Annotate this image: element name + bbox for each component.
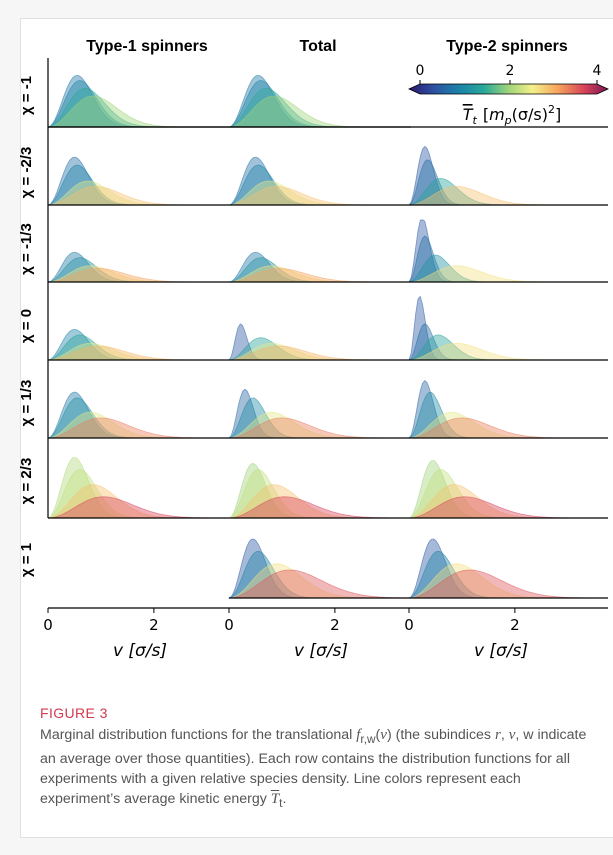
panel: [47, 74, 228, 128]
panel: [47, 156, 228, 206]
x-tick-label: 2: [510, 616, 520, 634]
x-axis-title: v [σ/s]: [113, 641, 167, 661]
row-labels-layer: χ = -1 χ = -2/3 χ = -1/3 χ = 0 χ = 1/3 χ = 2/…: [18, 76, 35, 577]
x-tick-label: 2: [330, 616, 340, 634]
x-tick-label: 0: [224, 616, 234, 634]
panel: [228, 74, 409, 128]
panel: [407, 380, 589, 439]
row-label: χ = 1: [18, 543, 35, 577]
panel: [407, 295, 589, 361]
row-label: χ = 1/3: [18, 380, 35, 427]
colorbar-tick-label: 2: [506, 63, 515, 79]
column-title-type1: Type-1 spinners: [86, 38, 208, 55]
panel: [407, 145, 589, 206]
panel: [407, 460, 589, 519]
x-axis-title: v [σ/s]: [474, 641, 528, 661]
figure-label: FIGURE 3: [40, 705, 108, 721]
colorbar-bar: [408, 83, 609, 95]
panel: [47, 328, 228, 361]
axes-layer: [47, 58, 608, 599]
panel: [228, 388, 409, 439]
colorbar-tick-label: 0: [416, 63, 425, 79]
distribution-chart: Type-1 spinners Total Type-2 spinners 0 …: [18, 38, 609, 661]
figure-caption: Marginal distribution functions for the …: [40, 727, 587, 810]
distribution-curve: [228, 569, 410, 599]
distribution-curve: [408, 569, 590, 599]
x-tick-label: 2: [149, 616, 159, 634]
row-label: χ = -1: [18, 76, 35, 115]
x-axis-title: v [σ/s]: [294, 641, 348, 661]
x-tick-label: 0: [43, 616, 53, 634]
x-tick-label: 0: [404, 616, 414, 634]
panel: [47, 391, 228, 439]
row-label: χ = -2/3: [18, 147, 35, 199]
panel: [47, 251, 228, 283]
panel: [228, 251, 409, 283]
panel: [227, 538, 410, 599]
panel: [227, 463, 409, 519]
panel: [228, 156, 409, 206]
row-label: χ = 0: [18, 309, 35, 343]
colorbar-label: Tt [mp(σ/s)2]: [463, 103, 562, 127]
row-label: χ = 2/3: [18, 458, 35, 505]
panel: [228, 323, 409, 361]
panel: [407, 538, 590, 599]
panel: [47, 456, 228, 519]
panel: [408, 219, 589, 283]
colorbar: 0 2 4 Tt [mp(σ/s)2]: [408, 63, 609, 127]
colorbar-tick-label: 4: [593, 63, 602, 79]
column-title-total: Total: [299, 38, 336, 55]
x-axis-layer: 0 2 v [σ/s] 0 2 v [σ/s] 0 2 v [σ/s]: [43, 607, 608, 661]
column-title-type2: Type-2 spinners: [446, 38, 568, 55]
panels-layer: [47, 74, 590, 599]
row-label: χ = -1/3: [18, 223, 35, 275]
